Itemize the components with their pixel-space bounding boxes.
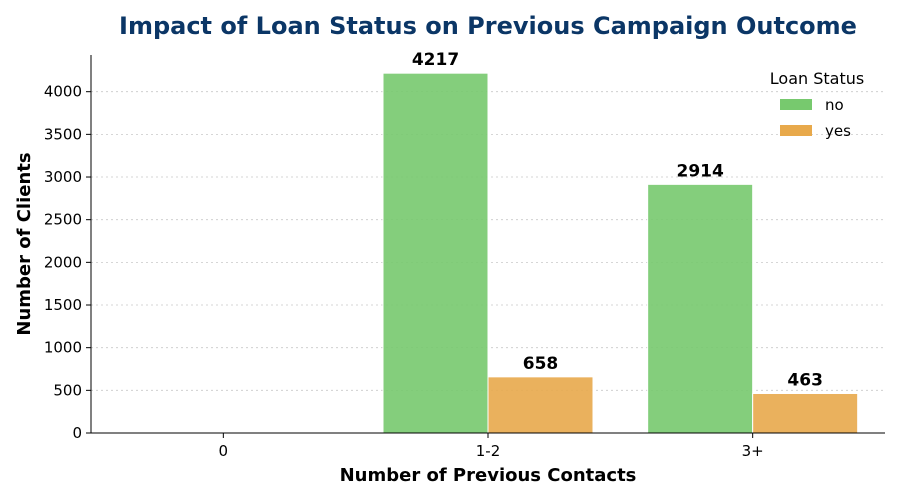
legend-swatch-yes — [780, 125, 812, 136]
legend: Loan Status no yes — [770, 69, 864, 140]
y-tick-label: 4000 — [44, 83, 82, 101]
legend-label-no: no — [825, 96, 844, 114]
data-label: 658 — [523, 354, 559, 374]
x-axis-label: Number of Previous Contacts — [340, 465, 637, 486]
x-ticks: 0 1-2 3+ — [219, 433, 764, 460]
data-labels-group: 4217 658 2914 463 — [412, 50, 823, 390]
legend-title: Loan Status — [770, 69, 864, 88]
bar-no — [647, 183, 754, 434]
y-tick-label: 3000 — [44, 168, 82, 186]
data-label: 2914 — [677, 161, 724, 181]
y-tick-label: 2000 — [44, 253, 82, 271]
bars-group — [382, 72, 859, 434]
y-tick-label: 1000 — [44, 339, 82, 357]
y-axis-label: Number of Clients — [14, 152, 35, 335]
y-tick-label: 0 — [72, 424, 82, 442]
bar-yes — [752, 392, 859, 434]
bar-yes — [487, 376, 594, 434]
y-tick-label: 1500 — [44, 296, 82, 314]
legend-swatch-no — [780, 99, 812, 110]
chart-title: Impact of Loan Status on Previous Campai… — [119, 12, 857, 40]
x-tick-label: 3+ — [742, 442, 764, 460]
y-ticks: 0 500 1000 1500 2000 2500 3000 3500 4000 — [44, 83, 91, 442]
bar-no — [382, 72, 489, 434]
data-label: 4217 — [412, 50, 459, 70]
y-tick-label: 3500 — [44, 125, 82, 143]
data-label: 463 — [787, 370, 823, 390]
x-tick-label: 0 — [219, 442, 229, 460]
legend-label-yes: yes — [825, 122, 851, 140]
y-tick-label: 2500 — [44, 211, 82, 229]
x-tick-label: 1-2 — [476, 442, 501, 460]
y-tick-label: 500 — [53, 381, 82, 399]
